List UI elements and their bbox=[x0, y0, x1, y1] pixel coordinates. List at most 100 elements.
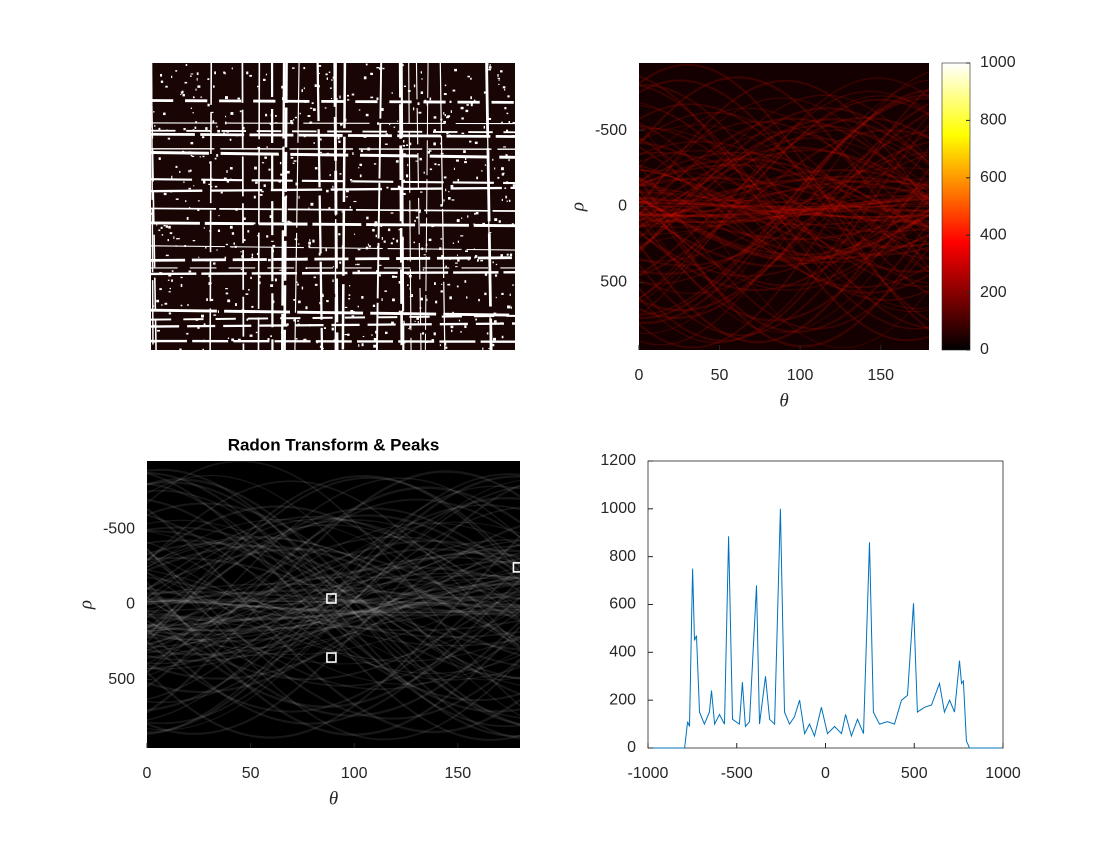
y-tick-label: 0 bbox=[627, 739, 636, 756]
speck bbox=[159, 157, 161, 160]
speck bbox=[227, 134, 230, 136]
speck bbox=[151, 213, 152, 215]
speck bbox=[283, 197, 285, 200]
speck bbox=[504, 188, 506, 189]
speck bbox=[181, 284, 183, 287]
speck bbox=[359, 164, 362, 166]
speck bbox=[330, 312, 332, 313]
speck bbox=[511, 307, 512, 309]
speck bbox=[396, 160, 399, 162]
speck bbox=[205, 246, 206, 248]
speck bbox=[172, 270, 174, 272]
speck bbox=[440, 238, 442, 239]
speck bbox=[242, 127, 244, 129]
speck bbox=[366, 217, 368, 220]
speck bbox=[471, 103, 473, 106]
speck bbox=[232, 68, 233, 70]
speck bbox=[321, 294, 323, 296]
speck bbox=[332, 279, 333, 282]
speck bbox=[152, 305, 154, 306]
speck bbox=[319, 138, 322, 140]
speck bbox=[158, 230, 160, 231]
speck bbox=[423, 269, 424, 270]
speck bbox=[336, 190, 338, 191]
speck bbox=[455, 263, 458, 264]
speck bbox=[168, 239, 169, 241]
speck bbox=[273, 300, 274, 303]
speck bbox=[505, 154, 507, 157]
speck bbox=[213, 262, 215, 264]
speck bbox=[182, 91, 184, 94]
speck bbox=[451, 185, 454, 188]
speck bbox=[358, 270, 360, 272]
speck bbox=[256, 179, 259, 181]
speck bbox=[310, 122, 312, 124]
speck bbox=[403, 322, 405, 324]
speck bbox=[207, 78, 209, 80]
speck bbox=[493, 313, 496, 315]
speck bbox=[379, 186, 380, 187]
speck bbox=[218, 310, 219, 313]
speck bbox=[361, 150, 363, 152]
speck bbox=[211, 299, 213, 301]
speck bbox=[293, 319, 296, 321]
speck bbox=[183, 128, 185, 130]
speck bbox=[231, 338, 234, 341]
y-tick-label: 200 bbox=[609, 691, 636, 708]
speck bbox=[207, 104, 209, 107]
speck bbox=[305, 258, 308, 260]
speck bbox=[465, 158, 466, 160]
speck bbox=[469, 141, 471, 143]
speck bbox=[205, 259, 208, 261]
speck bbox=[373, 345, 376, 348]
speck bbox=[186, 333, 188, 335]
speck bbox=[345, 334, 348, 335]
speck bbox=[480, 260, 483, 261]
speck bbox=[347, 95, 349, 97]
speck bbox=[226, 131, 229, 132]
speck bbox=[339, 262, 341, 264]
speck bbox=[478, 299, 480, 301]
speck bbox=[426, 299, 427, 301]
speck bbox=[305, 306, 307, 309]
speck bbox=[416, 317, 419, 320]
speck bbox=[493, 261, 494, 263]
speck bbox=[197, 209, 199, 211]
speck bbox=[385, 332, 388, 334]
speck bbox=[304, 87, 305, 89]
speck bbox=[325, 73, 327, 75]
speck bbox=[275, 115, 277, 117]
speck bbox=[226, 293, 229, 295]
speck bbox=[270, 335, 272, 337]
speck bbox=[448, 191, 449, 192]
speck bbox=[413, 107, 414, 110]
speck bbox=[369, 245, 371, 247]
speck bbox=[215, 158, 217, 160]
speck bbox=[346, 190, 349, 192]
speck bbox=[281, 86, 283, 89]
speck bbox=[416, 217, 418, 219]
speck bbox=[313, 108, 316, 111]
speck bbox=[461, 217, 462, 219]
speck bbox=[384, 290, 387, 291]
speck bbox=[251, 306, 253, 308]
speck bbox=[454, 69, 457, 71]
speck bbox=[464, 161, 467, 163]
speck bbox=[266, 235, 268, 237]
speck bbox=[445, 343, 446, 346]
speck bbox=[179, 171, 180, 173]
speck bbox=[344, 149, 346, 151]
speck bbox=[421, 78, 422, 80]
speck bbox=[382, 68, 384, 70]
speck bbox=[406, 144, 408, 146]
speck bbox=[159, 288, 162, 290]
speck bbox=[506, 113, 508, 114]
speck bbox=[449, 258, 451, 260]
speck bbox=[503, 146, 506, 147]
speck bbox=[364, 135, 367, 138]
speck bbox=[353, 201, 356, 202]
speck bbox=[445, 266, 446, 268]
speck bbox=[451, 330, 452, 332]
speck bbox=[310, 203, 313, 206]
speck bbox=[164, 303, 167, 305]
